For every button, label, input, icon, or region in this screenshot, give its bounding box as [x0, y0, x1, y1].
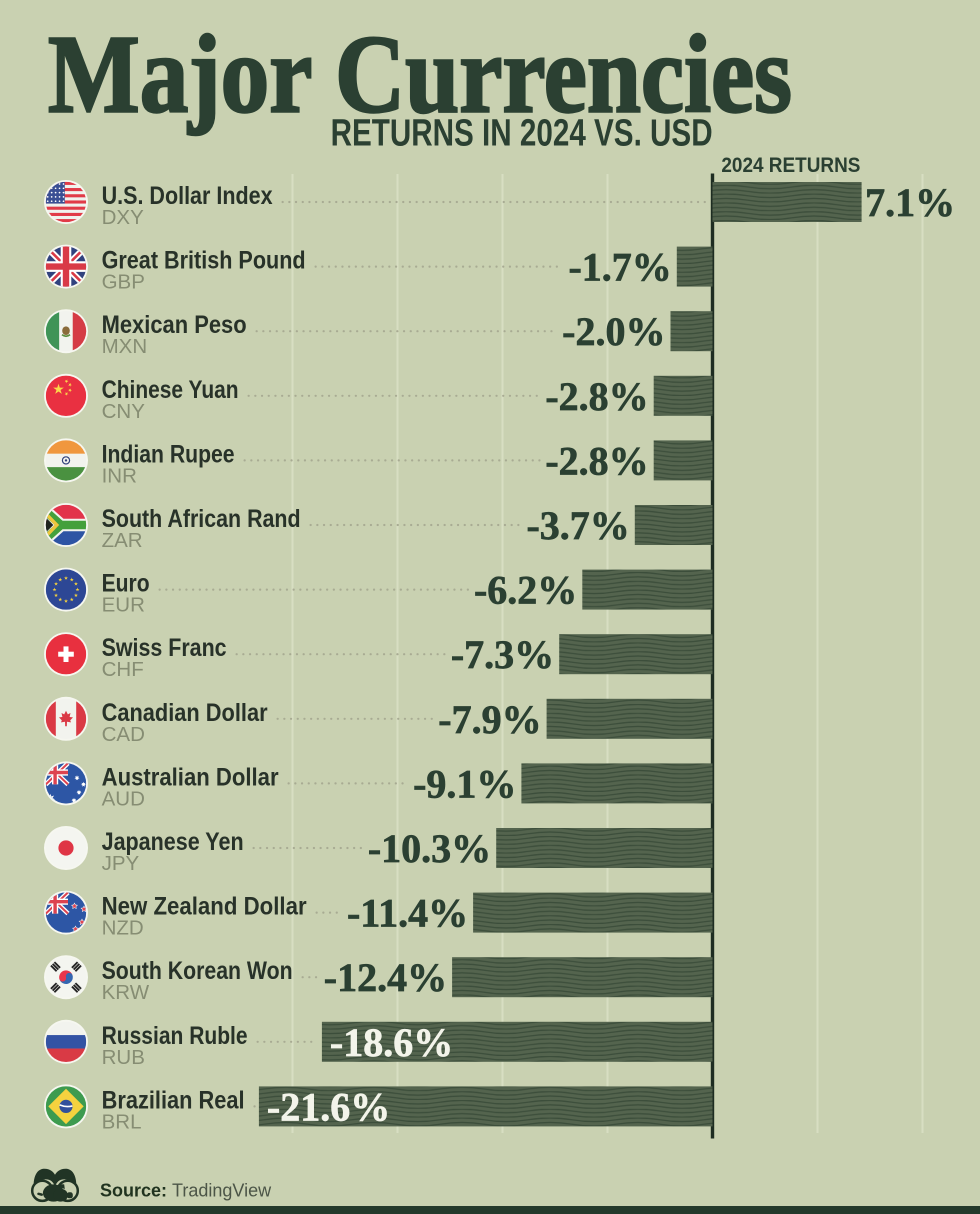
svg-text:Great British Pound: Great British Pound [102, 247, 306, 275]
svg-text:Swiss Franc: Swiss Franc [102, 634, 227, 662]
svg-text:Australian Dollar: Australian Dollar [102, 763, 279, 791]
svg-text:INR: INR [102, 464, 137, 487]
svg-text:2024 RETURNS: 2024 RETURNS [721, 154, 860, 177]
svg-text:Major Currencies: Major Currencies [48, 14, 792, 137]
svg-text:-9.1%: -9.1% [413, 761, 516, 806]
svg-text:-11.4%: -11.4% [347, 891, 468, 936]
svg-text:7.1%: 7.1% [865, 180, 955, 225]
svg-text:Canadian Dollar: Canadian Dollar [102, 699, 268, 727]
svg-text:South Korean Won: South Korean Won [102, 957, 293, 985]
svg-text:-6.2%: -6.2% [474, 568, 577, 613]
svg-text:Indian Rupee: Indian Rupee [102, 440, 235, 468]
svg-text:-2.8%: -2.8% [545, 374, 648, 419]
svg-text:Brazilian Real: Brazilian Real [102, 1086, 245, 1114]
svg-text:JPY: JPY [102, 852, 140, 875]
svg-text:Russian Ruble: Russian Ruble [102, 1022, 248, 1050]
svg-text:RUB: RUB [102, 1046, 145, 1069]
svg-text:-21.6%: -21.6% [267, 1084, 390, 1129]
svg-text:-2.0%: -2.0% [562, 309, 665, 354]
svg-text:-18.6%: -18.6% [330, 1020, 453, 1065]
svg-text:ZAR: ZAR [102, 529, 143, 552]
svg-text:-10.3%: -10.3% [368, 826, 491, 871]
svg-text:CAD: CAD [102, 723, 145, 746]
svg-text:Chinese Yuan: Chinese Yuan [102, 376, 239, 404]
svg-text:Japanese Yen: Japanese Yen [102, 828, 244, 856]
svg-text:New Zealand Dollar: New Zealand Dollar [102, 893, 307, 921]
svg-text:KRW: KRW [102, 981, 150, 1004]
svg-text:-7.3%: -7.3% [451, 632, 554, 677]
svg-text:GBP: GBP [102, 271, 145, 294]
svg-text:-2.8%: -2.8% [545, 438, 648, 483]
svg-text:U.S. Dollar Index: U.S. Dollar Index [102, 182, 273, 210]
svg-text:CNY: CNY [102, 400, 146, 423]
svg-text:Source: TradingView: Source: TradingView [100, 1181, 272, 1201]
svg-text:AUD: AUD [102, 787, 145, 810]
svg-text:NZD: NZD [102, 917, 144, 940]
svg-text:RETURNS IN 2024 VS. USD: RETURNS IN 2024 VS. USD [331, 113, 713, 155]
svg-text:-7.9%: -7.9% [438, 697, 541, 742]
svg-text:-12.4%: -12.4% [324, 955, 447, 1000]
svg-text:MXN: MXN [102, 335, 148, 358]
svg-text:BRL: BRL [102, 1110, 142, 1133]
svg-text:Euro: Euro [102, 570, 150, 598]
svg-text:South African Rand: South African Rand [102, 505, 301, 533]
svg-text:CHF: CHF [102, 658, 144, 681]
svg-text:DXY: DXY [102, 206, 144, 229]
svg-text:EUR: EUR [102, 594, 145, 617]
svg-text:Mexican Peso: Mexican Peso [102, 311, 247, 339]
svg-text:-1.7%: -1.7% [568, 245, 671, 290]
svg-text:-3.7%: -3.7% [526, 503, 629, 548]
